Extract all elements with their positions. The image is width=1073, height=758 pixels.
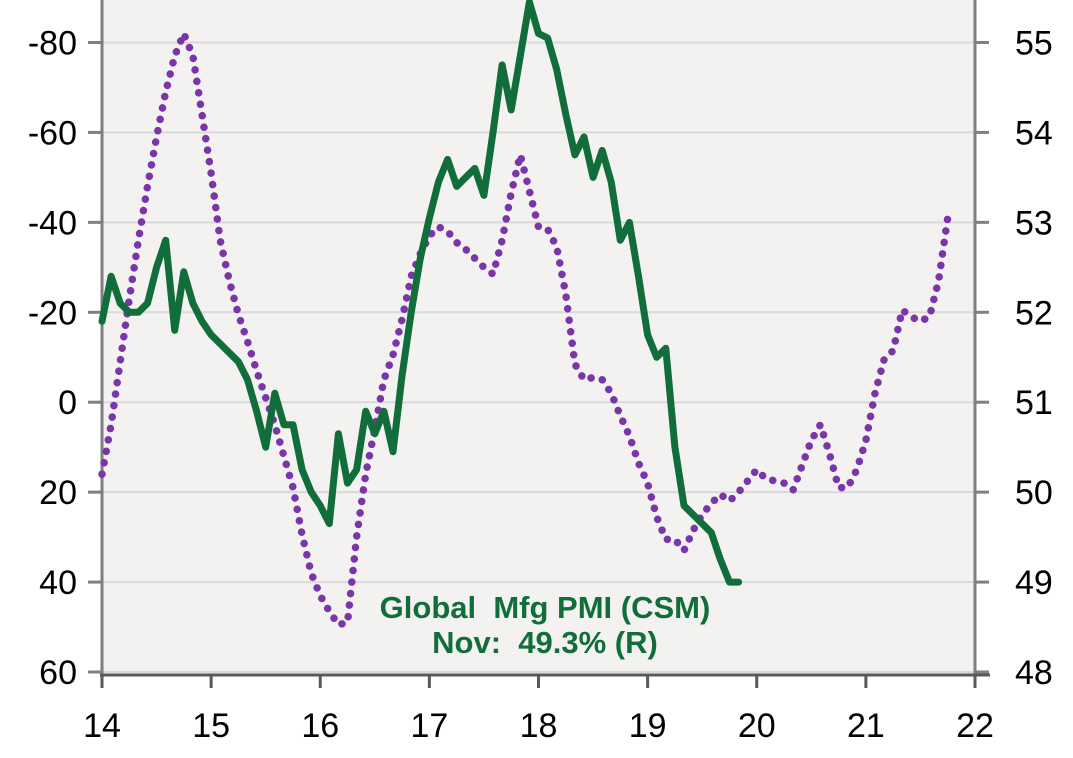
y-left-tick-label: -20 [28, 294, 77, 332]
x-tick-label: 15 [192, 707, 230, 745]
y-left-tick-label: 0 [58, 384, 77, 422]
y-left-tick-label: -80 [28, 25, 77, 63]
y-left-tick-label: 20 [39, 474, 77, 512]
y-right-tick-label: 55 [1015, 25, 1053, 63]
y-right-tick-label: 52 [1015, 294, 1053, 332]
y-left-tick-label: 60 [39, 654, 77, 692]
plot-area [102, 0, 975, 675]
annotation-series-label: Global Mfg PMI (CSM) [380, 590, 711, 625]
x-tick-label: 17 [410, 707, 448, 745]
y-right-tick-label: 53 [1015, 204, 1053, 242]
chart-generated-layer: -80 -60 -40 -20 0 20 40 60 55 54 53 52 51 50 49 48 14 15 1… [28, 0, 1053, 745]
x-tick-label: 18 [520, 707, 558, 745]
series-purple-dotted-line [98, 29, 952, 629]
x-tick-label: 22 [956, 707, 994, 745]
y-right-tick-label: 48 [1015, 654, 1053, 692]
y-right-tick-label: 54 [1015, 114, 1053, 152]
x-tick-label: 14 [83, 707, 121, 745]
y-left-tick-label: 40 [39, 564, 77, 602]
annotation-latest-value: Nov: 49.3% (R) [432, 625, 658, 660]
chart-annotation: Global Mfg PMI (CSM) Nov: 49.3% (R) [380, 590, 711, 660]
y-right-tick-label: 51 [1015, 384, 1053, 422]
y-left-tick-label: -40 [28, 204, 77, 242]
x-tick-label: 21 [847, 707, 885, 745]
y-left-tick-label: -60 [28, 114, 77, 152]
y-right-tick-label: 50 [1015, 474, 1053, 512]
x-tick-label: 16 [301, 707, 339, 745]
x-tick-label: 19 [629, 707, 667, 745]
series-global-mfg-pmi-line [98, 0, 743, 586]
y-right-tick-label: 49 [1015, 564, 1053, 602]
x-tick-label: 20 [738, 707, 776, 745]
